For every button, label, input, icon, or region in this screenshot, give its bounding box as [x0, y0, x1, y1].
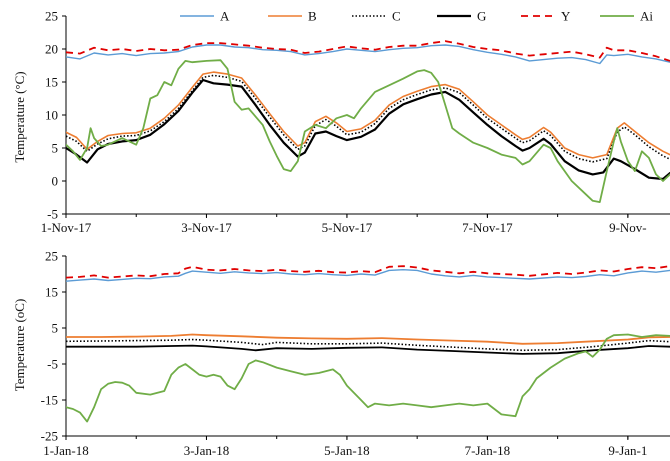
series-line-g: [66, 344, 670, 355]
legend-label-y: Y: [561, 9, 571, 24]
y-tick-label: 15: [45, 285, 58, 300]
y-tick-label: -5: [47, 357, 58, 372]
legend-label-g: G: [477, 9, 486, 24]
chart-legend: A B C G Y Ai: [180, 9, 653, 24]
x-tick-label: 5-Jan-18: [324, 443, 370, 458]
y-tick-label: 20: [45, 42, 58, 57]
y-tick-label: 10: [45, 108, 58, 123]
x-tick-label: 3-Nov-17: [181, 220, 232, 235]
series-line-g: [66, 78, 670, 181]
x-tick-label: 7-Nov-17: [462, 220, 513, 235]
legend-label-c: C: [392, 9, 401, 24]
y-tick-label: 25: [45, 9, 58, 24]
x-tick-label: 1-Nov-17: [41, 220, 92, 235]
legend-label-air: Ai: [640, 9, 653, 24]
y-tick-label: 0: [52, 174, 59, 189]
series-line-y: [66, 265, 670, 279]
chart-january: Temperature (oC) -25 -15 -5 5 15 25 1-Jan-18 3-…: [12, 249, 670, 458]
series-line-a: [66, 44, 670, 65]
chart-november: Temperature (°C) -5 0 5 10 15 20 25 1-Nov-17 3-N…: [12, 9, 670, 235]
y-tick-label: 25: [45, 249, 58, 264]
series-line-c: [66, 338, 670, 352]
x-tick-label: 9-Nov-: [609, 220, 647, 235]
y-tick-label: -15: [41, 393, 58, 408]
series-line-b: [66, 71, 670, 159]
x-tick-label: 9-Jan-1: [608, 443, 647, 458]
series-lines: [66, 40, 670, 203]
series-lines: [66, 265, 670, 423]
y-tick-label: 15: [45, 75, 58, 90]
x-tick-label: 5-Nov-17: [322, 220, 373, 235]
series-line-air: [66, 333, 670, 423]
y-tick-label: -5: [47, 207, 58, 222]
axes: -5 0 5 10 15 20 25 1-Nov-17 3-Nov-17 5-Nov-17 7-No…: [41, 9, 670, 235]
y-axis-title: Temperature (°C): [12, 71, 27, 162]
series-line-b: [66, 333, 670, 345]
x-tick-label: 3-Jan-18: [184, 443, 230, 458]
axes: -25 -15 -5 5 15 25 1-Jan-18 3-Jan-18 5-Jan-18 7-J…: [41, 249, 670, 458]
x-tick-label: 1-Jan-18: [43, 443, 89, 458]
y-tick-label: 5: [52, 141, 59, 156]
y-tick-label: -25: [41, 429, 58, 444]
series-line-y: [66, 40, 670, 62]
y-tick-label: 5: [52, 321, 59, 336]
y-axis-title: Temperature (oC): [12, 299, 27, 392]
series-line-a: [66, 269, 670, 282]
legend-label-b: B: [308, 9, 317, 24]
legend-label-a: A: [220, 9, 230, 24]
series-line-c: [66, 74, 670, 163]
series-line-air: [66, 59, 670, 203]
x-tick-label: 7-Jan-18: [465, 443, 511, 458]
